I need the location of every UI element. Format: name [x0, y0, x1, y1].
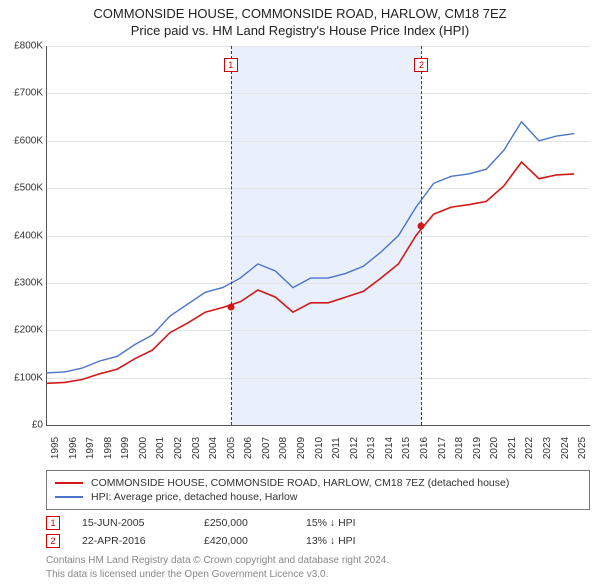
- x-axis-label: 2015: [401, 437, 412, 459]
- x-axis-label: 2020: [489, 437, 500, 459]
- x-axis-label: 2019: [472, 437, 483, 459]
- x-axis-label: 2012: [349, 437, 360, 459]
- x-axis-label: 2013: [366, 437, 377, 459]
- x-axis-label: 2023: [542, 437, 553, 459]
- y-axis-label: £700K: [1, 88, 43, 99]
- legend-item: HPI: Average price, detached house, Harl…: [55, 491, 581, 503]
- legend-swatch: [55, 496, 83, 498]
- legend-box: COMMONSIDE HOUSE, COMMONSIDE ROAD, HARLO…: [46, 470, 590, 510]
- y-axis-label: £0: [1, 420, 43, 431]
- plot-area: 12 £0£100K£200K£300K£400K£500K£600K£700K…: [46, 46, 590, 426]
- y-axis-label: £600K: [1, 135, 43, 146]
- sale-dot: [227, 303, 234, 310]
- legend-item: COMMONSIDE HOUSE, COMMONSIDE ROAD, HARLO…: [55, 477, 581, 489]
- chart-title: COMMONSIDE HOUSE, COMMONSIDE ROAD, HARLO…: [0, 6, 600, 21]
- x-axis-label: 2001: [155, 437, 166, 459]
- footer-attribution: Contains HM Land Registry data © Crown c…: [46, 554, 590, 581]
- x-axis-label: 2021: [507, 437, 518, 459]
- x-axis-label: 2002: [173, 437, 184, 459]
- y-axis-label: £500K: [1, 183, 43, 194]
- x-axis-label: 2016: [419, 437, 430, 459]
- row-delta: 13% ↓ HPI: [306, 535, 406, 547]
- x-axis-label: 2000: [138, 437, 149, 459]
- sale-marker-box: 1: [224, 58, 238, 72]
- row-delta: 15% ↓ HPI: [306, 517, 406, 529]
- row-price: £250,000: [204, 517, 284, 529]
- legend-label: COMMONSIDE HOUSE, COMMONSIDE ROAD, HARLO…: [91, 477, 509, 489]
- x-axis-label: 1996: [68, 437, 79, 459]
- row-date: 15-JUN-2005: [82, 517, 182, 529]
- x-axis-label: 2024: [560, 437, 571, 459]
- x-axis-label: 2006: [243, 437, 254, 459]
- sale-dot: [418, 223, 425, 230]
- sale-marker-box: 2: [414, 58, 428, 72]
- x-axis-label: 2003: [191, 437, 202, 459]
- table-row: 2 22-APR-2016 £420,000 13% ↓ HPI: [46, 534, 590, 548]
- row-marker: 1: [46, 516, 60, 530]
- sale-vline: [231, 46, 232, 425]
- x-axis-label: 1998: [103, 437, 114, 459]
- row-date: 22-APR-2016: [82, 535, 182, 547]
- legend-label: HPI: Average price, detached house, Harl…: [91, 491, 297, 503]
- y-axis-label: £400K: [1, 230, 43, 241]
- x-axis-label: 1999: [120, 437, 131, 459]
- x-axis-label: 2025: [577, 437, 588, 459]
- series-line: [47, 122, 574, 373]
- x-axis-label: 2008: [278, 437, 289, 459]
- y-axis-label: £300K: [1, 277, 43, 288]
- sales-table: 1 15-JUN-2005 £250,000 15% ↓ HPI 2 22-AP…: [46, 516, 590, 548]
- plot-inner: 12: [47, 46, 590, 425]
- x-axis-label: 2007: [261, 437, 272, 459]
- x-axis-label: 2014: [384, 437, 395, 459]
- x-axis-label: 2022: [524, 437, 535, 459]
- x-axis-label: 2004: [208, 437, 219, 459]
- row-price: £420,000: [204, 535, 284, 547]
- series-svg: [47, 46, 590, 425]
- price-chart-card: COMMONSIDE HOUSE, COMMONSIDE ROAD, HARLO…: [0, 0, 600, 581]
- chart-titles: COMMONSIDE HOUSE, COMMONSIDE ROAD, HARLO…: [0, 0, 600, 38]
- sale-vline: [421, 46, 422, 425]
- y-axis-label: £200K: [1, 325, 43, 336]
- table-row: 1 15-JUN-2005 £250,000 15% ↓ HPI: [46, 516, 590, 530]
- x-axis-label: 2011: [331, 437, 342, 459]
- y-axis-label: £800K: [1, 41, 43, 52]
- x-axis-label: 2009: [296, 437, 307, 459]
- footer-line: This data is licensed under the Open Gov…: [46, 568, 590, 582]
- legend-swatch: [55, 482, 83, 484]
- x-axis-label: 1997: [85, 437, 96, 459]
- y-axis-label: £100K: [1, 372, 43, 383]
- x-axis-label: 2010: [314, 437, 325, 459]
- x-axis-label: 2018: [454, 437, 465, 459]
- x-axis-label: 1995: [50, 437, 61, 459]
- row-marker: 2: [46, 534, 60, 548]
- x-axis-label: 2005: [226, 437, 237, 459]
- footer-line: Contains HM Land Registry data © Crown c…: [46, 554, 590, 568]
- chart-subtitle: Price paid vs. HM Land Registry's House …: [0, 23, 600, 38]
- x-axis-label: 2017: [437, 437, 448, 459]
